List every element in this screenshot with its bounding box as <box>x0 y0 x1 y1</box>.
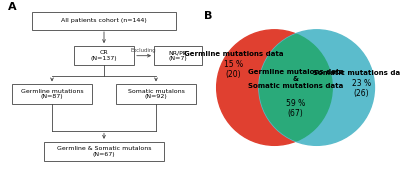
FancyBboxPatch shape <box>154 46 202 65</box>
Text: A: A <box>8 2 17 12</box>
Text: Germline mutations
(N=87): Germline mutations (N=87) <box>21 89 83 99</box>
Text: Germline mutations data: Germline mutations data <box>184 51 283 57</box>
FancyBboxPatch shape <box>116 84 196 104</box>
Text: 15 %: 15 % <box>224 60 243 69</box>
Text: Somatic mutations data: Somatic mutations data <box>314 70 400 76</box>
Text: 23 %: 23 % <box>352 79 371 88</box>
Text: (20): (20) <box>226 70 241 79</box>
Text: Excluding: Excluding <box>130 48 156 53</box>
Circle shape <box>217 30 332 145</box>
FancyBboxPatch shape <box>32 12 176 30</box>
Text: Germline mutalons data
&
Somatic mutations data: Germline mutalons data & Somatic mutatio… <box>248 69 344 89</box>
Text: 59 %: 59 % <box>286 99 305 108</box>
Text: (67): (67) <box>288 109 304 118</box>
FancyBboxPatch shape <box>74 46 134 65</box>
Text: (26): (26) <box>353 89 369 98</box>
Text: All patients cohort (n=144): All patients cohort (n=144) <box>61 18 147 23</box>
Text: B: B <box>204 11 212 21</box>
Text: CR
(N=137): CR (N=137) <box>91 50 117 61</box>
Text: NR/PR
(N=7): NR/PR (N=7) <box>168 50 188 61</box>
Text: Somatic mutalons
(N=92): Somatic mutalons (N=92) <box>128 89 184 99</box>
Circle shape <box>259 30 374 145</box>
FancyBboxPatch shape <box>44 142 164 161</box>
FancyBboxPatch shape <box>12 84 92 104</box>
Circle shape <box>217 30 332 145</box>
Text: Germline & Somatic mutalons
(N=67): Germline & Somatic mutalons (N=67) <box>57 146 151 157</box>
